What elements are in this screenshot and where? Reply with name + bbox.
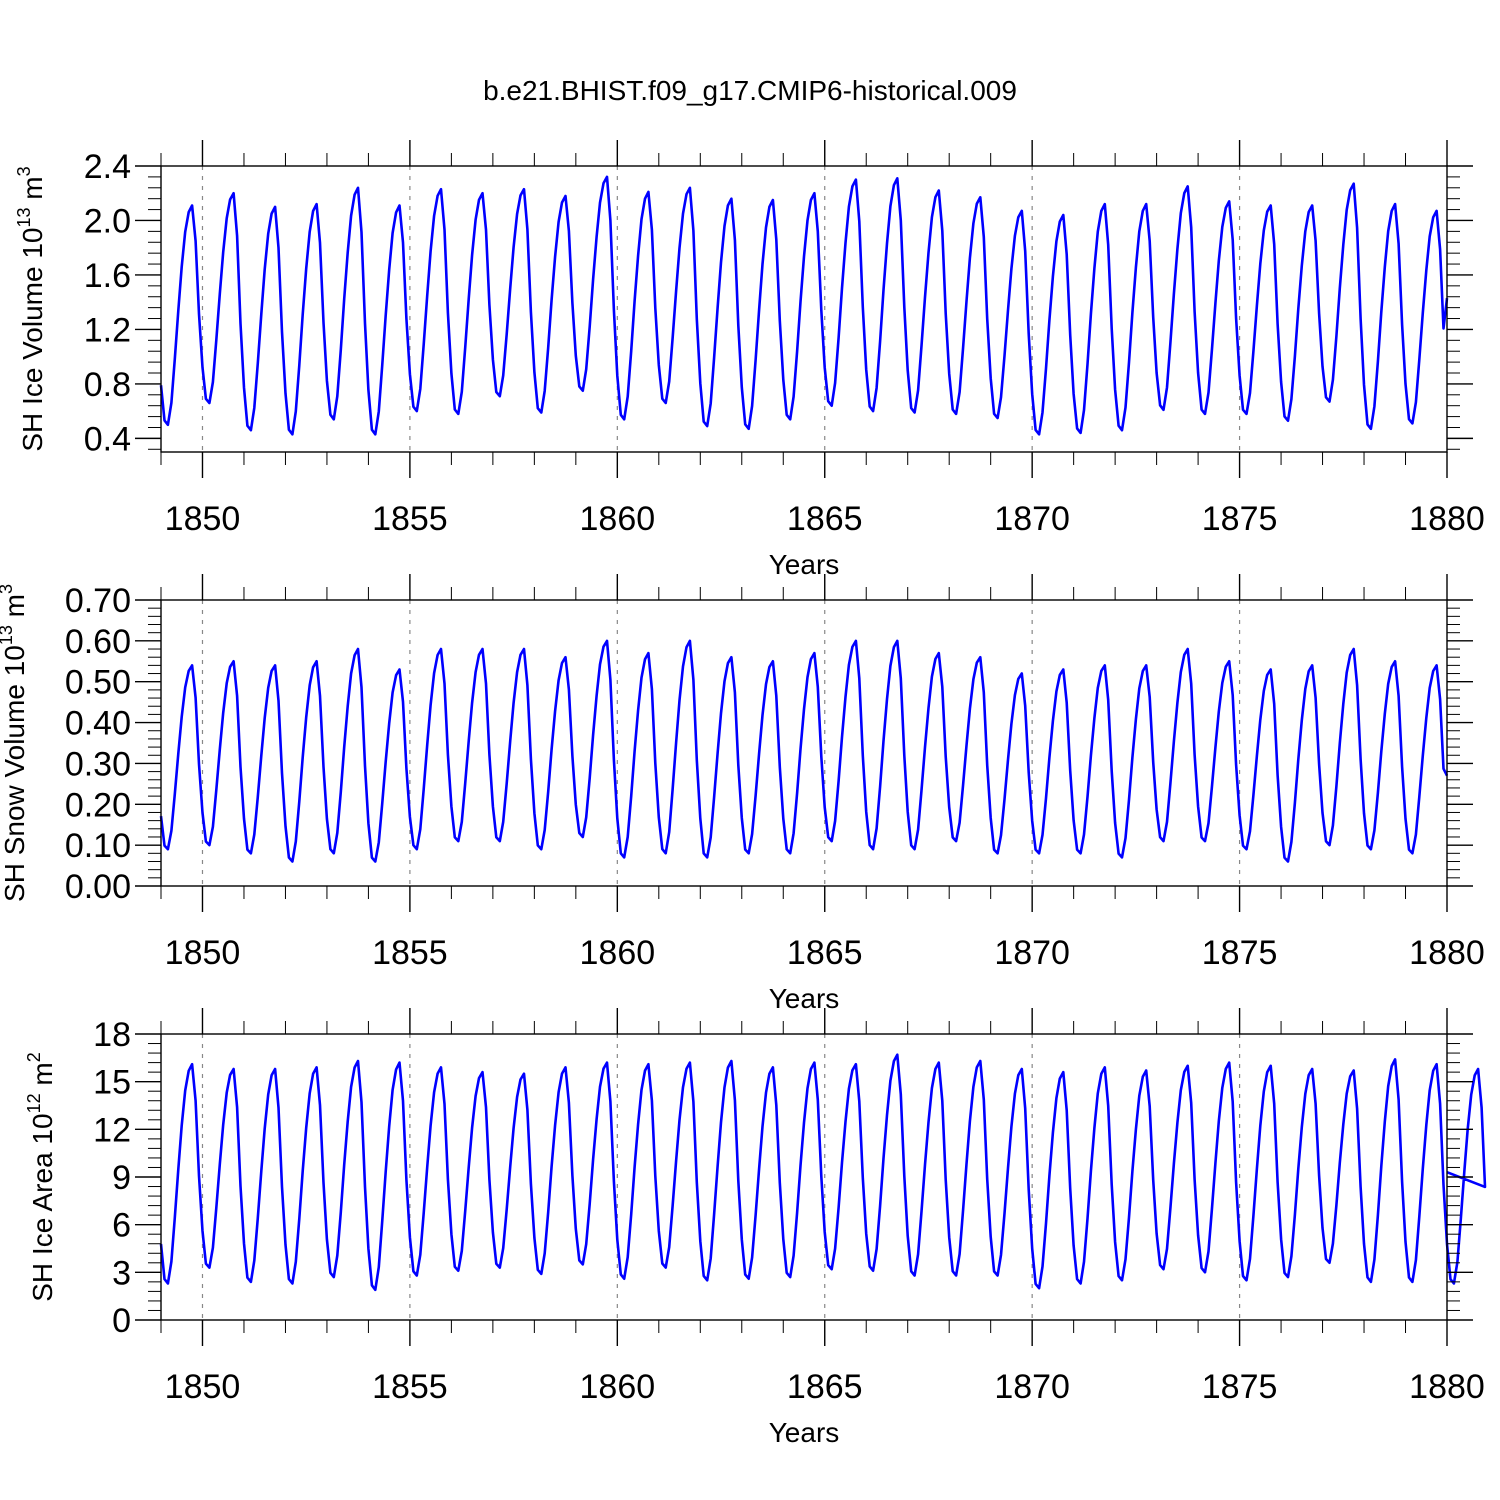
y-axis-label-main: SH Ice Volume 10 bbox=[17, 228, 48, 452]
y-axis-label-unit-exp: 2 bbox=[24, 1052, 44, 1062]
x-tick-label: 1875 bbox=[1202, 1368, 1278, 1406]
x-tick-label: 1860 bbox=[580, 500, 656, 538]
x-tick-label: 1865 bbox=[787, 500, 863, 538]
x-tick-label: 1850 bbox=[165, 934, 241, 972]
x-tick-label: 1865 bbox=[787, 934, 863, 972]
y-axis-label-unit: m bbox=[27, 1062, 58, 1093]
series-line bbox=[159, 175, 1449, 436]
y-axis-label-unit: m bbox=[0, 594, 30, 625]
y-tick-label: 6 bbox=[112, 1207, 131, 1245]
x-axis-label: Years bbox=[769, 1417, 840, 1448]
y-axis-label-main: SH Snow Volume 10 bbox=[0, 645, 30, 902]
x-tick-label: 1880 bbox=[1409, 500, 1485, 538]
x-tick-label: 1870 bbox=[994, 1368, 1070, 1406]
y-tick-label: 2.0 bbox=[84, 202, 131, 240]
y-axis-label-exp: 13 bbox=[14, 207, 34, 227]
y-tick-label: 0.60 bbox=[65, 623, 131, 661]
y-tick-label: 2.4 bbox=[84, 148, 131, 186]
y-tick-label: 0.8 bbox=[84, 366, 131, 404]
y-tick-label: 0.40 bbox=[65, 705, 131, 743]
panel-ice-volume: 1850 1855 1860 1865 1870 1875 1880 0.4 0.8 1.2 1.6… bbox=[14, 140, 1485, 580]
y-axis-label: SH Ice Area 1012 m2 bbox=[24, 1052, 58, 1302]
plot-frame bbox=[160, 165, 1448, 453]
x-tick-label: 1870 bbox=[994, 500, 1070, 538]
x-tick-label: 1875 bbox=[1202, 500, 1278, 538]
y-tick-label: 0.10 bbox=[65, 827, 131, 865]
y-tick-label: 15 bbox=[93, 1064, 131, 1102]
series-line bbox=[159, 639, 1449, 863]
y-axis-label-exp: 13 bbox=[0, 625, 16, 645]
y-tick-label: 12 bbox=[93, 1111, 131, 1149]
y-axis-label: SH Snow Volume 1013 m3 bbox=[0, 584, 30, 902]
x-tick-label: 1865 bbox=[787, 1368, 863, 1406]
y-tick-label: 3 bbox=[112, 1254, 131, 1292]
x-axis-label: Years bbox=[769, 983, 840, 1014]
x-tick-label: 1855 bbox=[372, 934, 448, 972]
x-tick-label: 1880 bbox=[1409, 934, 1485, 972]
x-tick-label: 1855 bbox=[372, 1368, 448, 1406]
plot-frame bbox=[160, 599, 1448, 887]
x-tick-label: 1850 bbox=[165, 1368, 241, 1406]
figure-title: b.e21.BHIST.f09_g17.CMIP6-historical.009 bbox=[483, 75, 1017, 106]
y-axis-label-unit-exp: 3 bbox=[14, 166, 34, 176]
y-tick-label: 0.70 bbox=[65, 582, 131, 620]
y-axis-label-exp: 12 bbox=[24, 1093, 44, 1113]
y-tick-label: 0.50 bbox=[65, 664, 131, 702]
y-tick-label: 1.2 bbox=[84, 311, 131, 349]
y-tick-label: 1.6 bbox=[84, 257, 131, 295]
x-tick-label: 1870 bbox=[994, 934, 1070, 972]
y-tick-label: 0 bbox=[112, 1302, 131, 1340]
x-tick-label: 1860 bbox=[580, 1368, 656, 1406]
panel-ice-area: 1850 1855 1860 1865 1870 1875 1880 0 3 6 9 12 15 18 Ye… bbox=[24, 1008, 1487, 1448]
y-axis-label-main: SH Ice Area 10 bbox=[27, 1113, 58, 1301]
y-axis-label-unit-exp: 3 bbox=[0, 584, 16, 594]
y-tick-label: 0.30 bbox=[65, 745, 131, 783]
y-axis-label: SH Ice Volume 1013 m3 bbox=[14, 166, 48, 451]
x-axis-label: Years bbox=[769, 549, 840, 580]
x-tick-label: 1855 bbox=[372, 500, 448, 538]
y-tick-label: 0.4 bbox=[84, 420, 131, 458]
x-tick-label: 1850 bbox=[165, 500, 241, 538]
y-tick-label: 0.20 bbox=[65, 786, 131, 824]
y-axis-label-unit: m bbox=[17, 176, 48, 207]
x-tick-label: 1875 bbox=[1202, 934, 1278, 972]
x-tick-label: 1860 bbox=[580, 934, 656, 972]
y-tick-label: 9 bbox=[112, 1159, 131, 1197]
x-tick-label: 1880 bbox=[1409, 1368, 1485, 1406]
y-tick-label: 0.00 bbox=[65, 868, 131, 906]
y-tick-label: 18 bbox=[93, 1016, 131, 1054]
series-line bbox=[159, 1053, 1487, 1292]
panel-snow-volume: 1850 1855 1860 1865 1870 1875 1880 0.000.100.20… bbox=[0, 574, 1485, 1014]
